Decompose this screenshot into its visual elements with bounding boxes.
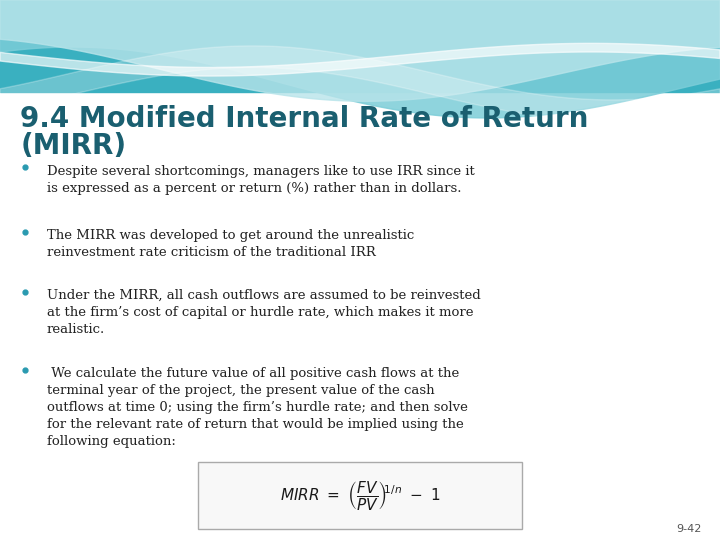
Text: Despite several shortcomings, managers like to use IRR since it
is expressed as : Despite several shortcomings, managers l… [47, 165, 474, 195]
Text: $\mathit{MIRR} \ = \ \left(\dfrac{\mathit{FV}}{\mathit{PV}}\right)^{\!\!1/n} \ -: $\mathit{MIRR} \ = \ \left(\dfrac{\mathi… [280, 479, 440, 512]
Text: We calculate the future value of all positive cash flows at the
terminal year of: We calculate the future value of all pos… [47, 367, 468, 448]
Text: Under the MIRR, all cash outflows are assumed to be reinvested
at the firm’s cos: Under the MIRR, all cash outflows are as… [47, 289, 480, 336]
FancyBboxPatch shape [198, 462, 522, 529]
Text: 9-42: 9-42 [677, 523, 702, 534]
Text: 9.4 Modified Internal Rate of Return: 9.4 Modified Internal Rate of Return [20, 105, 588, 133]
Text: (MIRR): (MIRR) [20, 132, 126, 160]
Text: The MIRR was developed to get around the unrealistic
reinvestment rate criticism: The MIRR was developed to get around the… [47, 230, 414, 260]
